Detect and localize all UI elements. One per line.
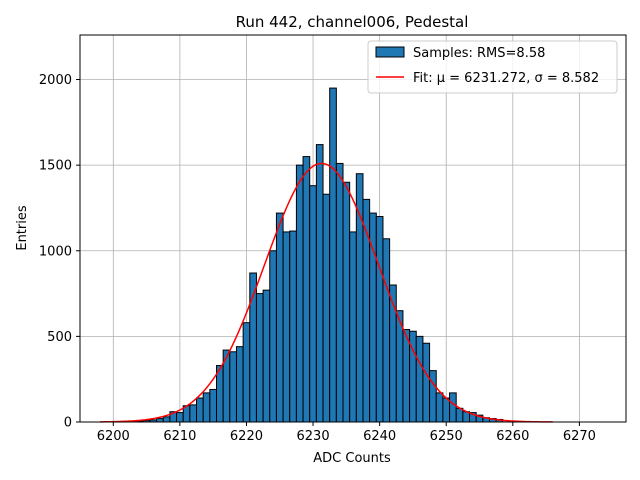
x-tick-label: 6240 bbox=[363, 429, 396, 444]
histogram-bar bbox=[429, 370, 437, 423]
histogram-bar bbox=[229, 351, 237, 423]
histogram-bar bbox=[275, 212, 284, 423]
histogram-bar bbox=[295, 164, 304, 423]
histogram-bar bbox=[209, 388, 217, 423]
x-tick-label: 6230 bbox=[297, 429, 330, 444]
histogram-bar bbox=[342, 181, 351, 423]
y-tick-label: 2000 bbox=[39, 73, 72, 88]
y-tick-label: 1500 bbox=[39, 159, 72, 174]
histogram-bar bbox=[455, 407, 464, 423]
legend-fit-label: Fit: μ = 6231.272, σ = 8.582 bbox=[413, 71, 599, 86]
histogram-bars bbox=[136, 87, 504, 423]
fit-curve bbox=[99, 162, 553, 423]
y-axis-label: Entries bbox=[15, 205, 30, 251]
histogram-bar bbox=[262, 289, 271, 423]
histogram-bar bbox=[289, 230, 297, 423]
x-tick-label: 6260 bbox=[496, 429, 529, 444]
histogram-bar bbox=[449, 392, 457, 423]
histogram-bar bbox=[242, 322, 251, 423]
legend: Samples: RMS=8.58 Fit: μ = 6231.272, σ =… bbox=[367, 40, 618, 94]
legend-histogram-label: Samples: RMS=8.58 bbox=[413, 46, 545, 61]
histogram-bar bbox=[255, 293, 264, 423]
x-axis-label: ADC Counts bbox=[313, 451, 391, 466]
histogram-bar bbox=[375, 216, 384, 423]
x-tick-label: 6250 bbox=[430, 429, 463, 444]
legend-histogram-swatch bbox=[375, 46, 405, 58]
plot-frame bbox=[79, 34, 627, 423]
histogram-bar bbox=[309, 185, 317, 423]
histogram-bar bbox=[442, 397, 451, 423]
legend-box bbox=[367, 40, 618, 94]
histogram-bar bbox=[156, 418, 164, 423]
histogram-bar bbox=[329, 87, 337, 423]
x-tick-label: 6220 bbox=[230, 429, 263, 444]
histogram-bar bbox=[422, 342, 431, 423]
x-axis-ticks: 6200 6210 6220 6230 6240 6250 6260 6270 bbox=[97, 422, 596, 444]
histogram-bar bbox=[435, 392, 444, 423]
x-tick-label: 6210 bbox=[163, 429, 196, 444]
histogram-bar bbox=[349, 231, 357, 423]
histogram-bar bbox=[335, 162, 344, 423]
histogram-bar bbox=[315, 144, 324, 423]
histogram-bar bbox=[402, 329, 411, 423]
histogram-bar bbox=[302, 156, 311, 423]
histogram-bar bbox=[189, 404, 198, 423]
histogram-bar bbox=[176, 412, 184, 423]
histogram-bar bbox=[382, 238, 391, 423]
histogram-bar bbox=[162, 416, 171, 423]
histogram-bar bbox=[235, 346, 244, 423]
y-tick-label: 500 bbox=[47, 330, 72, 345]
histogram-bar bbox=[196, 397, 204, 423]
chart-title: Run 442, channel006, Pedestal bbox=[236, 13, 469, 31]
histogram-bar bbox=[415, 335, 424, 423]
histogram-bar bbox=[322, 193, 331, 423]
histogram-bar bbox=[282, 231, 291, 423]
y-axis-ticks: 0 500 1000 1500 2000 bbox=[39, 73, 80, 431]
x-tick-label: 6270 bbox=[563, 429, 596, 444]
x-tick-label: 6200 bbox=[97, 429, 130, 444]
histogram-bar bbox=[269, 250, 277, 423]
histogram-bar bbox=[202, 392, 211, 423]
y-tick-label: 1000 bbox=[39, 244, 72, 259]
y-tick-label: 0 bbox=[64, 416, 72, 431]
